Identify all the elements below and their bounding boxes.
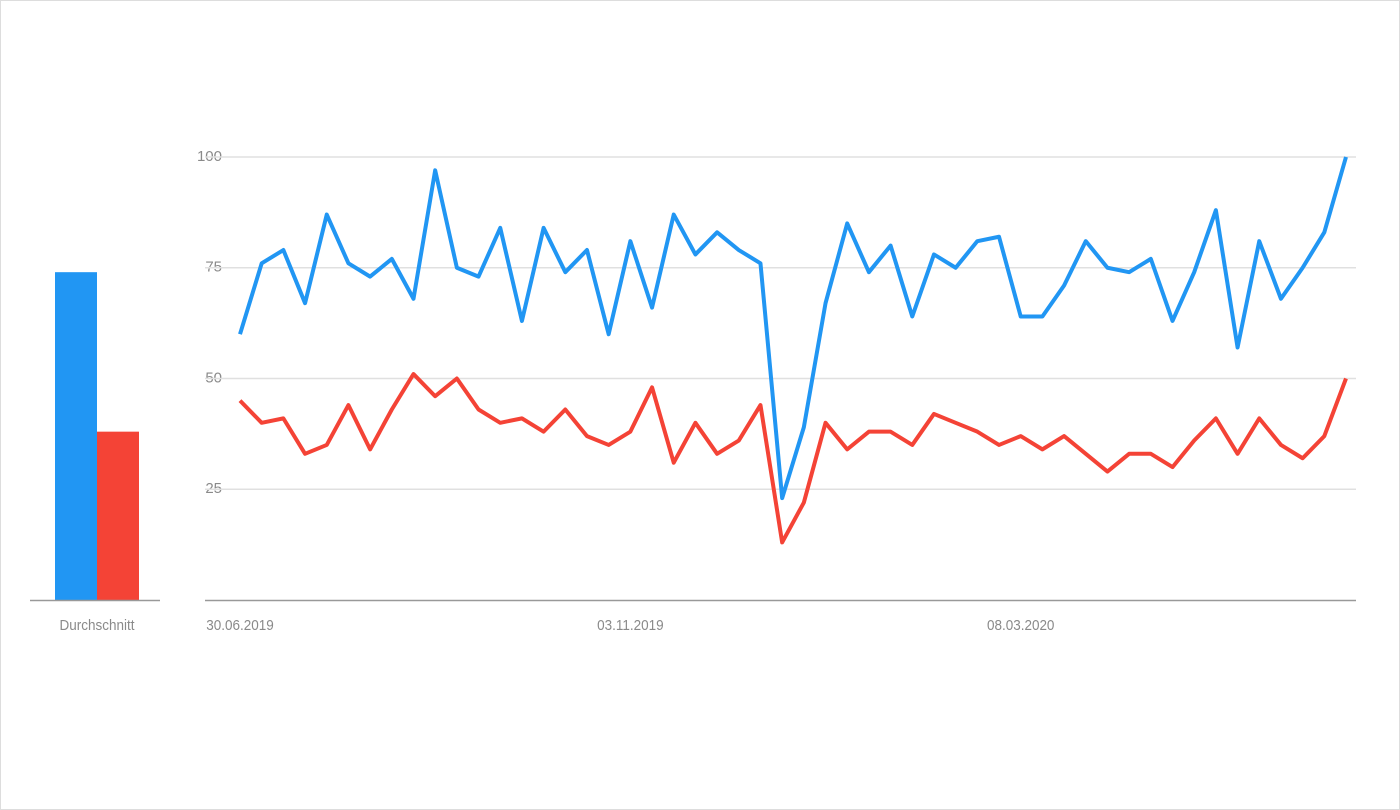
x-tick-label: Durchschnitt (60, 617, 135, 634)
trend-line (238, 372, 1348, 545)
x-tick-label: 30.06.2019 (206, 617, 274, 634)
x-tick-label: 08.03.2020 (987, 617, 1055, 634)
trend-line (238, 156, 1348, 501)
average-bar (97, 431, 139, 600)
x-tick-label: 03.11.2019 (597, 617, 664, 634)
average-bar (55, 272, 97, 600)
